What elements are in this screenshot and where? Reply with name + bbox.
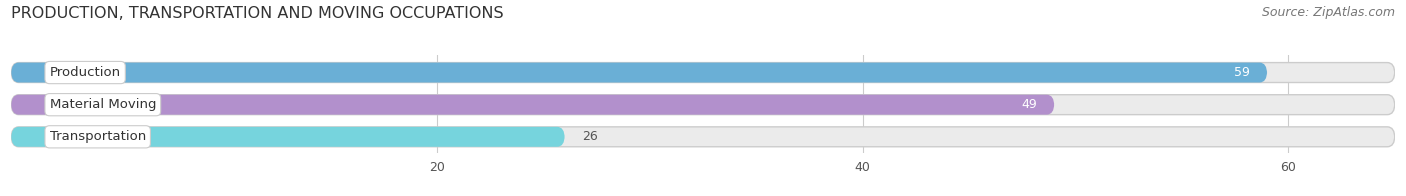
Text: Transportation: Transportation <box>49 130 146 143</box>
FancyBboxPatch shape <box>11 95 1395 115</box>
FancyBboxPatch shape <box>11 95 1054 115</box>
Text: Material Moving: Material Moving <box>49 98 156 111</box>
Text: Production: Production <box>49 66 121 79</box>
Text: 49: 49 <box>1021 98 1038 111</box>
Text: Source: ZipAtlas.com: Source: ZipAtlas.com <box>1261 6 1395 19</box>
Text: PRODUCTION, TRANSPORTATION AND MOVING OCCUPATIONS: PRODUCTION, TRANSPORTATION AND MOVING OC… <box>11 6 503 21</box>
Text: 59: 59 <box>1234 66 1250 79</box>
Text: 26: 26 <box>582 130 598 143</box>
FancyBboxPatch shape <box>11 63 1395 83</box>
FancyBboxPatch shape <box>11 63 1267 83</box>
FancyBboxPatch shape <box>11 127 1395 147</box>
FancyBboxPatch shape <box>11 127 565 147</box>
